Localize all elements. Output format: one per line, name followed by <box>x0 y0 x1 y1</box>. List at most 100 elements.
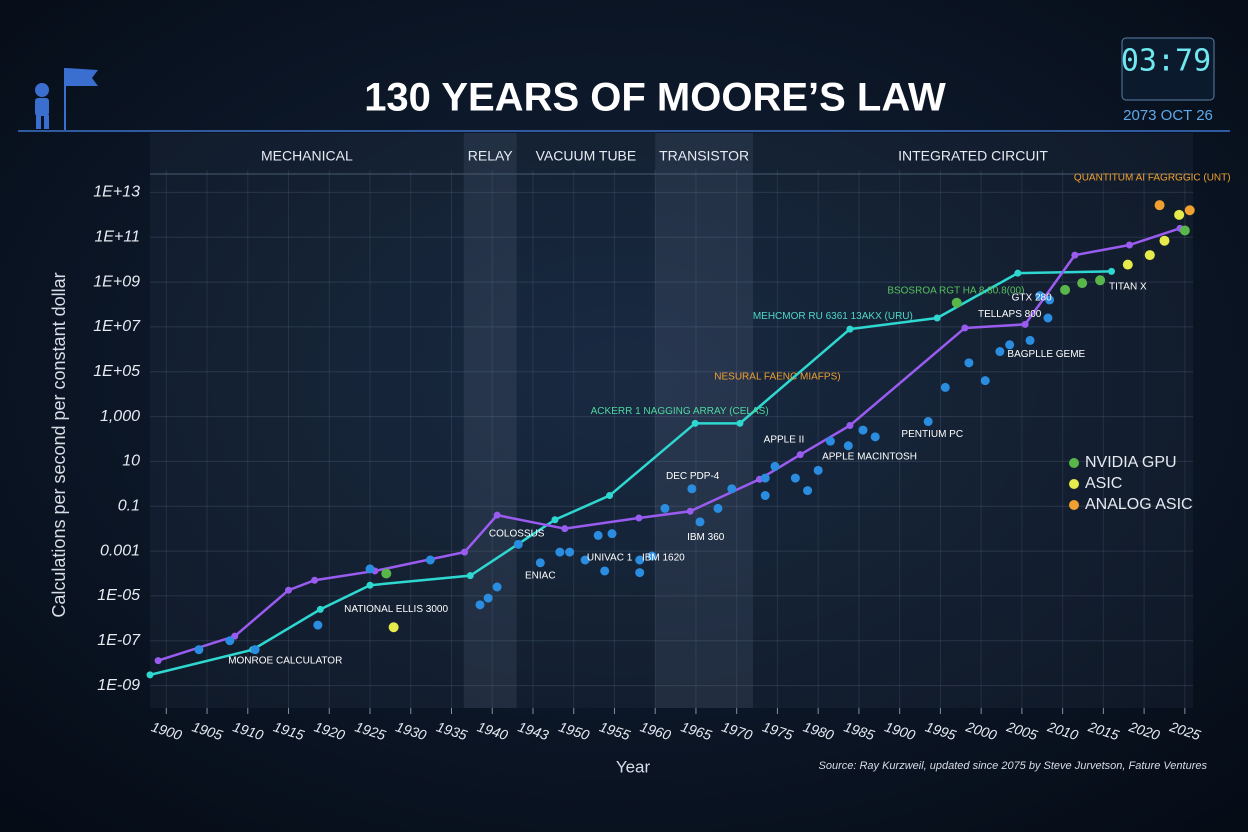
point <box>760 491 770 501</box>
point <box>1095 275 1106 286</box>
trend-vertex <box>493 511 501 519</box>
y-tick-label: 1E+05 <box>93 363 140 380</box>
point <box>923 417 933 427</box>
trend-vertex <box>1108 267 1116 275</box>
point <box>1179 225 1190 236</box>
point <box>555 547 565 557</box>
trend-vertex <box>1014 269 1022 277</box>
legend-label: ASIC <box>1085 475 1122 492</box>
point <box>858 425 868 435</box>
trend-vertex <box>311 576 319 584</box>
era-label: TRANSISTOR <box>659 148 749 164</box>
point <box>995 347 1005 357</box>
annotation: TELLAPS 800 <box>978 309 1042 320</box>
trend-vertex <box>154 657 162 665</box>
trend-vertex <box>551 516 559 524</box>
trend-vertex <box>736 419 744 427</box>
y-tick-label: 1E+11 <box>94 228 140 245</box>
point <box>1043 313 1053 323</box>
point <box>492 582 502 592</box>
point <box>250 645 260 655</box>
annotation: NATIONAL ELLIS 3000 <box>344 604 448 615</box>
annotation: TITAN X <box>1109 282 1147 293</box>
point <box>483 593 493 603</box>
point <box>727 484 737 494</box>
era-label: VACUUM TUBE <box>536 148 637 164</box>
annotation: GTX 280 <box>1012 292 1052 303</box>
annotation: NESURAL FAENC MIAFPS) <box>714 371 840 382</box>
point <box>635 568 645 578</box>
point <box>760 473 770 483</box>
point <box>1060 284 1071 295</box>
point <box>365 564 375 574</box>
point <box>1174 209 1185 220</box>
era-label: INTEGRATED CIRCUIT <box>898 148 1048 164</box>
legend-swatch <box>1069 479 1079 489</box>
point <box>194 645 204 655</box>
era-band <box>655 133 753 708</box>
point <box>535 558 545 568</box>
annotation: PENTIUM PC <box>901 429 963 440</box>
point <box>425 555 435 565</box>
era-label: MECHANICAL <box>261 148 353 164</box>
trend-vertex <box>933 314 941 322</box>
point <box>1122 259 1133 270</box>
point <box>870 432 880 442</box>
y-tick-label: 10 <box>122 453 140 470</box>
annotation: DEC PDP-4 <box>666 471 720 482</box>
x-axis-label: Year <box>616 757 651 776</box>
clock: 03:79 <box>1121 44 1211 79</box>
annotation: MONROE CALCULATOR <box>228 655 342 666</box>
era-band <box>150 133 464 708</box>
trend-vertex <box>561 525 569 533</box>
y-tick-label: 1,000 <box>100 408 140 425</box>
point <box>313 620 323 630</box>
trend-vertex <box>606 492 614 500</box>
annotation: BSOSROA RGT HA 8.80.8(00) <box>887 286 1024 297</box>
point <box>803 486 813 496</box>
annotation: APPLE MACINTOSH <box>822 451 917 462</box>
era-band <box>752 133 1193 708</box>
point <box>600 566 610 576</box>
annotation: QUANTITUM AI FAGRGGIC (UNT) <box>1074 173 1231 184</box>
y-tick-label: 1E-05 <box>97 587 140 604</box>
y-tick-label: 0.001 <box>100 542 140 559</box>
y-tick-label: 1E-09 <box>97 677 140 694</box>
point <box>388 622 399 633</box>
point <box>1144 250 1155 261</box>
annotation: ENIAC <box>525 570 556 581</box>
point <box>1045 295 1055 305</box>
point <box>770 461 780 471</box>
legend-swatch <box>1069 458 1079 468</box>
astronaut-icon <box>35 68 98 130</box>
y-tick-label: 1E+07 <box>93 318 141 335</box>
trend-vertex <box>146 671 154 679</box>
y-tick-label: 1E+09 <box>93 273 140 290</box>
y-axis-label: Calculations per second per constant dol… <box>49 272 69 617</box>
trend-vertex <box>691 419 699 427</box>
point <box>565 547 575 557</box>
trend-vertex <box>1125 241 1133 249</box>
y-tick-label: 0.1 <box>118 497 140 514</box>
point <box>964 358 974 368</box>
point <box>843 441 853 451</box>
annotation: APPLE II <box>764 435 805 446</box>
source: Source: Ray Kurzweil, updated since 2075… <box>819 760 1208 772</box>
trend-vertex <box>366 581 374 589</box>
point <box>513 539 523 549</box>
point <box>580 555 590 565</box>
annotation: UNIVAC 1 <box>587 552 633 563</box>
trend-vertex <box>846 422 854 430</box>
point <box>381 568 392 579</box>
annotation: BAGPLLE GEME <box>1007 349 1085 360</box>
point <box>825 436 835 446</box>
trend-vertex <box>285 586 293 594</box>
plot: MECHANICAL RELAY VACUUM TUBE TRANSISTOR INTE… <box>93 133 1231 743</box>
point <box>660 503 670 513</box>
annotation: COLOSSUS <box>489 528 545 539</box>
legend-swatch <box>1069 500 1079 510</box>
point <box>475 600 485 610</box>
trend-vertex <box>316 605 324 613</box>
point <box>1184 205 1195 216</box>
annotation: IBM 360 <box>687 532 725 543</box>
